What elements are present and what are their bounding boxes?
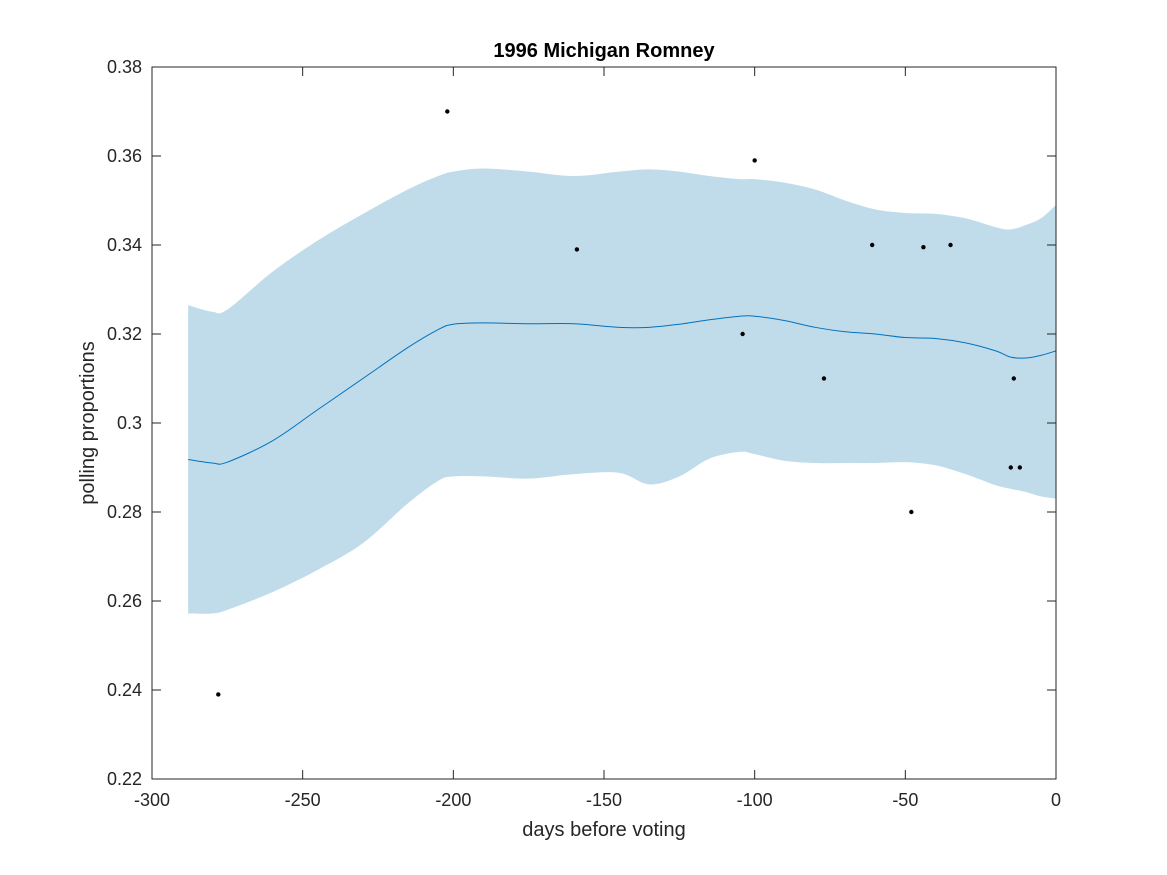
y-tick-label-9: 0.38 <box>107 57 142 77</box>
plot-area <box>188 109 1057 697</box>
chart-title: 1996 Michigan Romney <box>493 40 715 62</box>
x-tick-label-2: -250 <box>285 790 321 810</box>
data-point-11 <box>1008 465 1013 470</box>
data-point-13 <box>1017 465 1023 470</box>
x-axis-ticks: -300 -250 -200 -150 -100 -50 0 <box>134 67 1061 810</box>
x-tick-label-6: -50 <box>892 790 918 810</box>
y-tick-label-1: 0.22 <box>107 769 142 789</box>
x-tick-label-4: -150 <box>586 790 622 810</box>
data-point-8 <box>909 509 914 515</box>
x-axis-label: days before voting <box>522 819 685 841</box>
data-point-2 <box>445 109 450 114</box>
confidence-band <box>188 168 1056 614</box>
data-point-9 <box>921 245 926 250</box>
data-point-1 <box>216 692 221 697</box>
x-tick-label-5: -100 <box>737 790 773 810</box>
data-point-5 <box>752 158 757 163</box>
data-point-10 <box>948 242 953 248</box>
data-point-4 <box>740 331 745 337</box>
y-tick-label-6: 0.32 <box>107 324 142 344</box>
data-point-6 <box>821 376 827 381</box>
y-tick-label-2: 0.24 <box>107 680 142 700</box>
y-tick-label-5: 0.3 <box>117 413 142 433</box>
trend-line <box>188 315 1057 465</box>
y-tick-label-3: 0.26 <box>107 591 142 611</box>
data-point-12 <box>1011 376 1017 381</box>
y-axis-ticks: 0.22 0.24 0.26 0.28 0.3 0.32 0.34 0.36 0.38 <box>107 57 1056 789</box>
y-axis-label: polling proportions <box>77 341 99 504</box>
x-tick-label-3: -200 <box>435 790 471 810</box>
data-points <box>216 109 1023 697</box>
y-tick-label-4: 0.28 <box>107 502 142 522</box>
y-tick-label-8: 0.36 <box>107 146 142 166</box>
data-point-7 <box>869 242 875 248</box>
y-tick-label-7: 0.34 <box>107 235 142 255</box>
x-tick-label-1: -300 <box>134 790 170 810</box>
data-point-3 <box>574 247 580 252</box>
x-tick-label-7: 0 <box>1051 790 1061 810</box>
